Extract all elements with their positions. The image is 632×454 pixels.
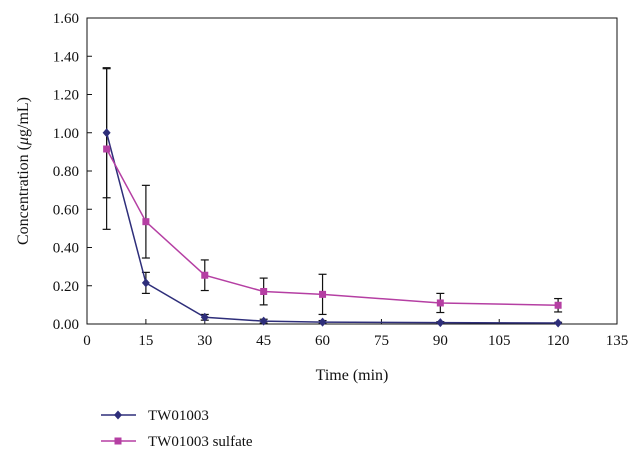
x-axis: 0 15 30 45 60 75 90 105 120 135 (83, 319, 628, 349)
y-tick-label: 1.00 (53, 126, 79, 142)
y-axis-title-part-1: Concentration ( (15, 145, 32, 245)
y-axis-title-part-2: g/mL) (15, 97, 32, 137)
data-point (141, 278, 150, 288)
series-layer (102, 67, 563, 328)
y-tick-label: 0.00 (53, 317, 79, 333)
x-axis-title: Time (min) (316, 367, 389, 384)
y-tick-label: 0.40 (53, 241, 79, 257)
legend-label-0: TW01003 (148, 408, 209, 424)
x-tick-label: 90 (433, 333, 448, 349)
data-point (102, 128, 111, 138)
y-axis-title-mu: μ (15, 137, 32, 146)
data-point (436, 299, 444, 307)
legend-item-1: TW01003 sulfate (101, 434, 253, 450)
x-tick-label: 105 (488, 333, 511, 349)
error-bars-series-0 (102, 67, 563, 325)
y-tick-label: 0.80 (53, 164, 79, 180)
data-point (436, 318, 445, 328)
data-point (200, 312, 209, 322)
x-tick-label: 120 (547, 333, 570, 349)
legend-label-1: TW01003 sulfate (148, 434, 253, 450)
x-tick-label: 75 (374, 333, 389, 349)
y-axis: 0.00 0.20 0.40 0.60 0.80 1.00 1.20 1.40 1.60 (53, 11, 92, 333)
data-point (201, 271, 209, 279)
data-point (319, 290, 327, 298)
data-point (318, 317, 327, 327)
series-1 (103, 145, 562, 309)
data-point (142, 218, 150, 226)
series-line (105, 148, 559, 307)
y-tick-label: 1.60 (53, 11, 79, 27)
y-tick-label: 1.40 (53, 49, 79, 65)
data-point (554, 301, 562, 309)
legend: TW01003 TW01003 sulfate (101, 408, 253, 450)
x-tick-label: 45 (256, 333, 271, 349)
x-tick-label: 15 (138, 333, 153, 349)
x-tick-label: 60 (315, 333, 330, 349)
plot-border (86, 17, 618, 325)
y-axis-title: Concentration (μg/mL) (15, 97, 32, 245)
data-point (103, 145, 111, 153)
legend-marker-1 (114, 437, 122, 445)
legend-item-0: TW01003 (101, 408, 209, 424)
data-point (554, 318, 563, 328)
y-tick-label: 1.20 (53, 88, 79, 104)
y-tick-label: 0.60 (53, 202, 79, 218)
data-point (260, 287, 268, 295)
x-tick-label: 0 (83, 333, 91, 349)
legend-marker-0 (114, 410, 122, 420)
y-tick-label: 0.20 (53, 279, 79, 295)
plot-area (86, 17, 618, 325)
data-point (259, 316, 268, 326)
x-tick-label: 135 (606, 333, 629, 349)
x-tick-label: 30 (197, 333, 212, 349)
series-0 (102, 128, 563, 328)
error-bars-series-1 (102, 68, 563, 316)
